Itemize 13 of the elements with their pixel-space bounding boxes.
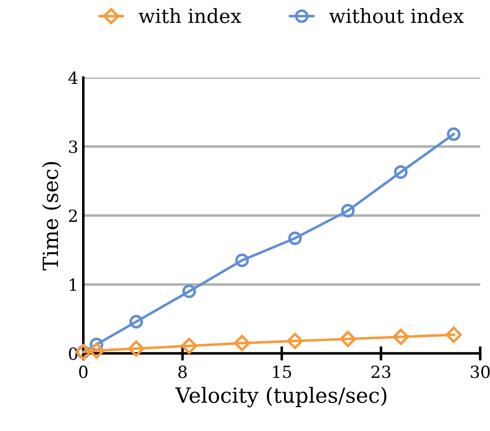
y-tick-label: 2: [68, 209, 77, 222]
x-axis-title: Velocity (tuples/sec): [175, 386, 386, 408]
x-tick-label: 15: [273, 366, 292, 378]
y-tick-label: 1: [70, 278, 76, 291]
x-tick-label: 23: [372, 366, 390, 378]
y-axis-title: Time (sec): [42, 162, 62, 270]
y-tick-label: 4: [68, 72, 78, 84]
x-tick-label: 30: [470, 366, 490, 378]
x-tick-label: 8: [178, 366, 187, 378]
x-tick-label: 0: [79, 366, 88, 378]
legend-label: without index: [329, 8, 464, 24]
y-tick-label: 3: [69, 140, 78, 154]
legend-label: with index: [138, 8, 242, 24]
